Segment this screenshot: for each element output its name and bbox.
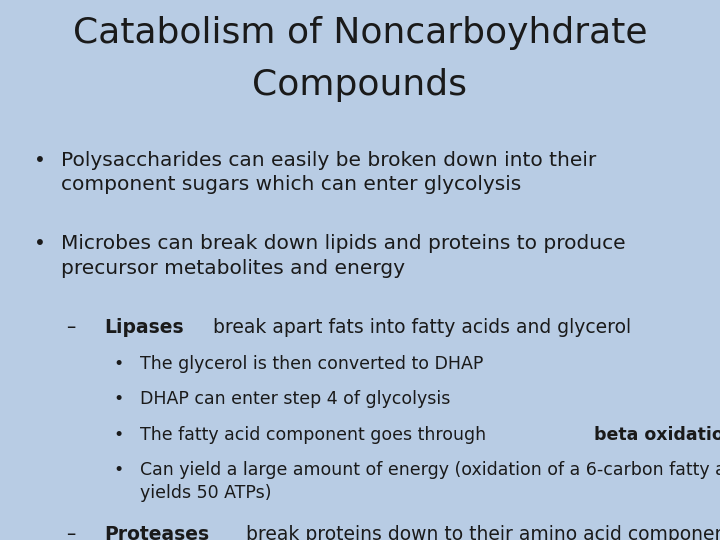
Text: Polysaccharides can easily be broken down into their
component sugars which can : Polysaccharides can easily be broken dow… bbox=[61, 151, 596, 194]
Text: beta oxidation: beta oxidation bbox=[594, 426, 720, 443]
Text: Can yield a large amount of energy (oxidation of a 6-carbon fatty acid
yields 50: Can yield a large amount of energy (oxid… bbox=[140, 461, 720, 502]
Text: •: • bbox=[34, 234, 45, 253]
Text: The glycerol is then converted to DHAP: The glycerol is then converted to DHAP bbox=[140, 355, 484, 373]
Text: DHAP can enter step 4 of glycolysis: DHAP can enter step 4 of glycolysis bbox=[140, 390, 451, 408]
Text: Microbes can break down lipids and proteins to produce
precursor metabolites and: Microbes can break down lipids and prote… bbox=[61, 234, 626, 278]
Text: Proteases: Proteases bbox=[104, 525, 210, 540]
Text: Catabolism of Noncarboyhdrate: Catabolism of Noncarboyhdrate bbox=[73, 16, 647, 50]
Text: •: • bbox=[34, 151, 45, 170]
Text: break proteins down to their amino acid components: break proteins down to their amino acid … bbox=[240, 525, 720, 540]
Text: Compounds: Compounds bbox=[253, 68, 467, 102]
Text: •: • bbox=[114, 461, 124, 478]
Text: –: – bbox=[66, 525, 76, 540]
Text: Lipases: Lipases bbox=[104, 318, 184, 336]
Text: The fatty acid component goes through: The fatty acid component goes through bbox=[140, 426, 492, 443]
Text: •: • bbox=[114, 355, 124, 373]
Text: break apart fats into fatty acids and glycerol: break apart fats into fatty acids and gl… bbox=[207, 318, 631, 336]
Text: •: • bbox=[114, 390, 124, 408]
Text: –: – bbox=[66, 318, 76, 336]
Text: •: • bbox=[114, 426, 124, 443]
